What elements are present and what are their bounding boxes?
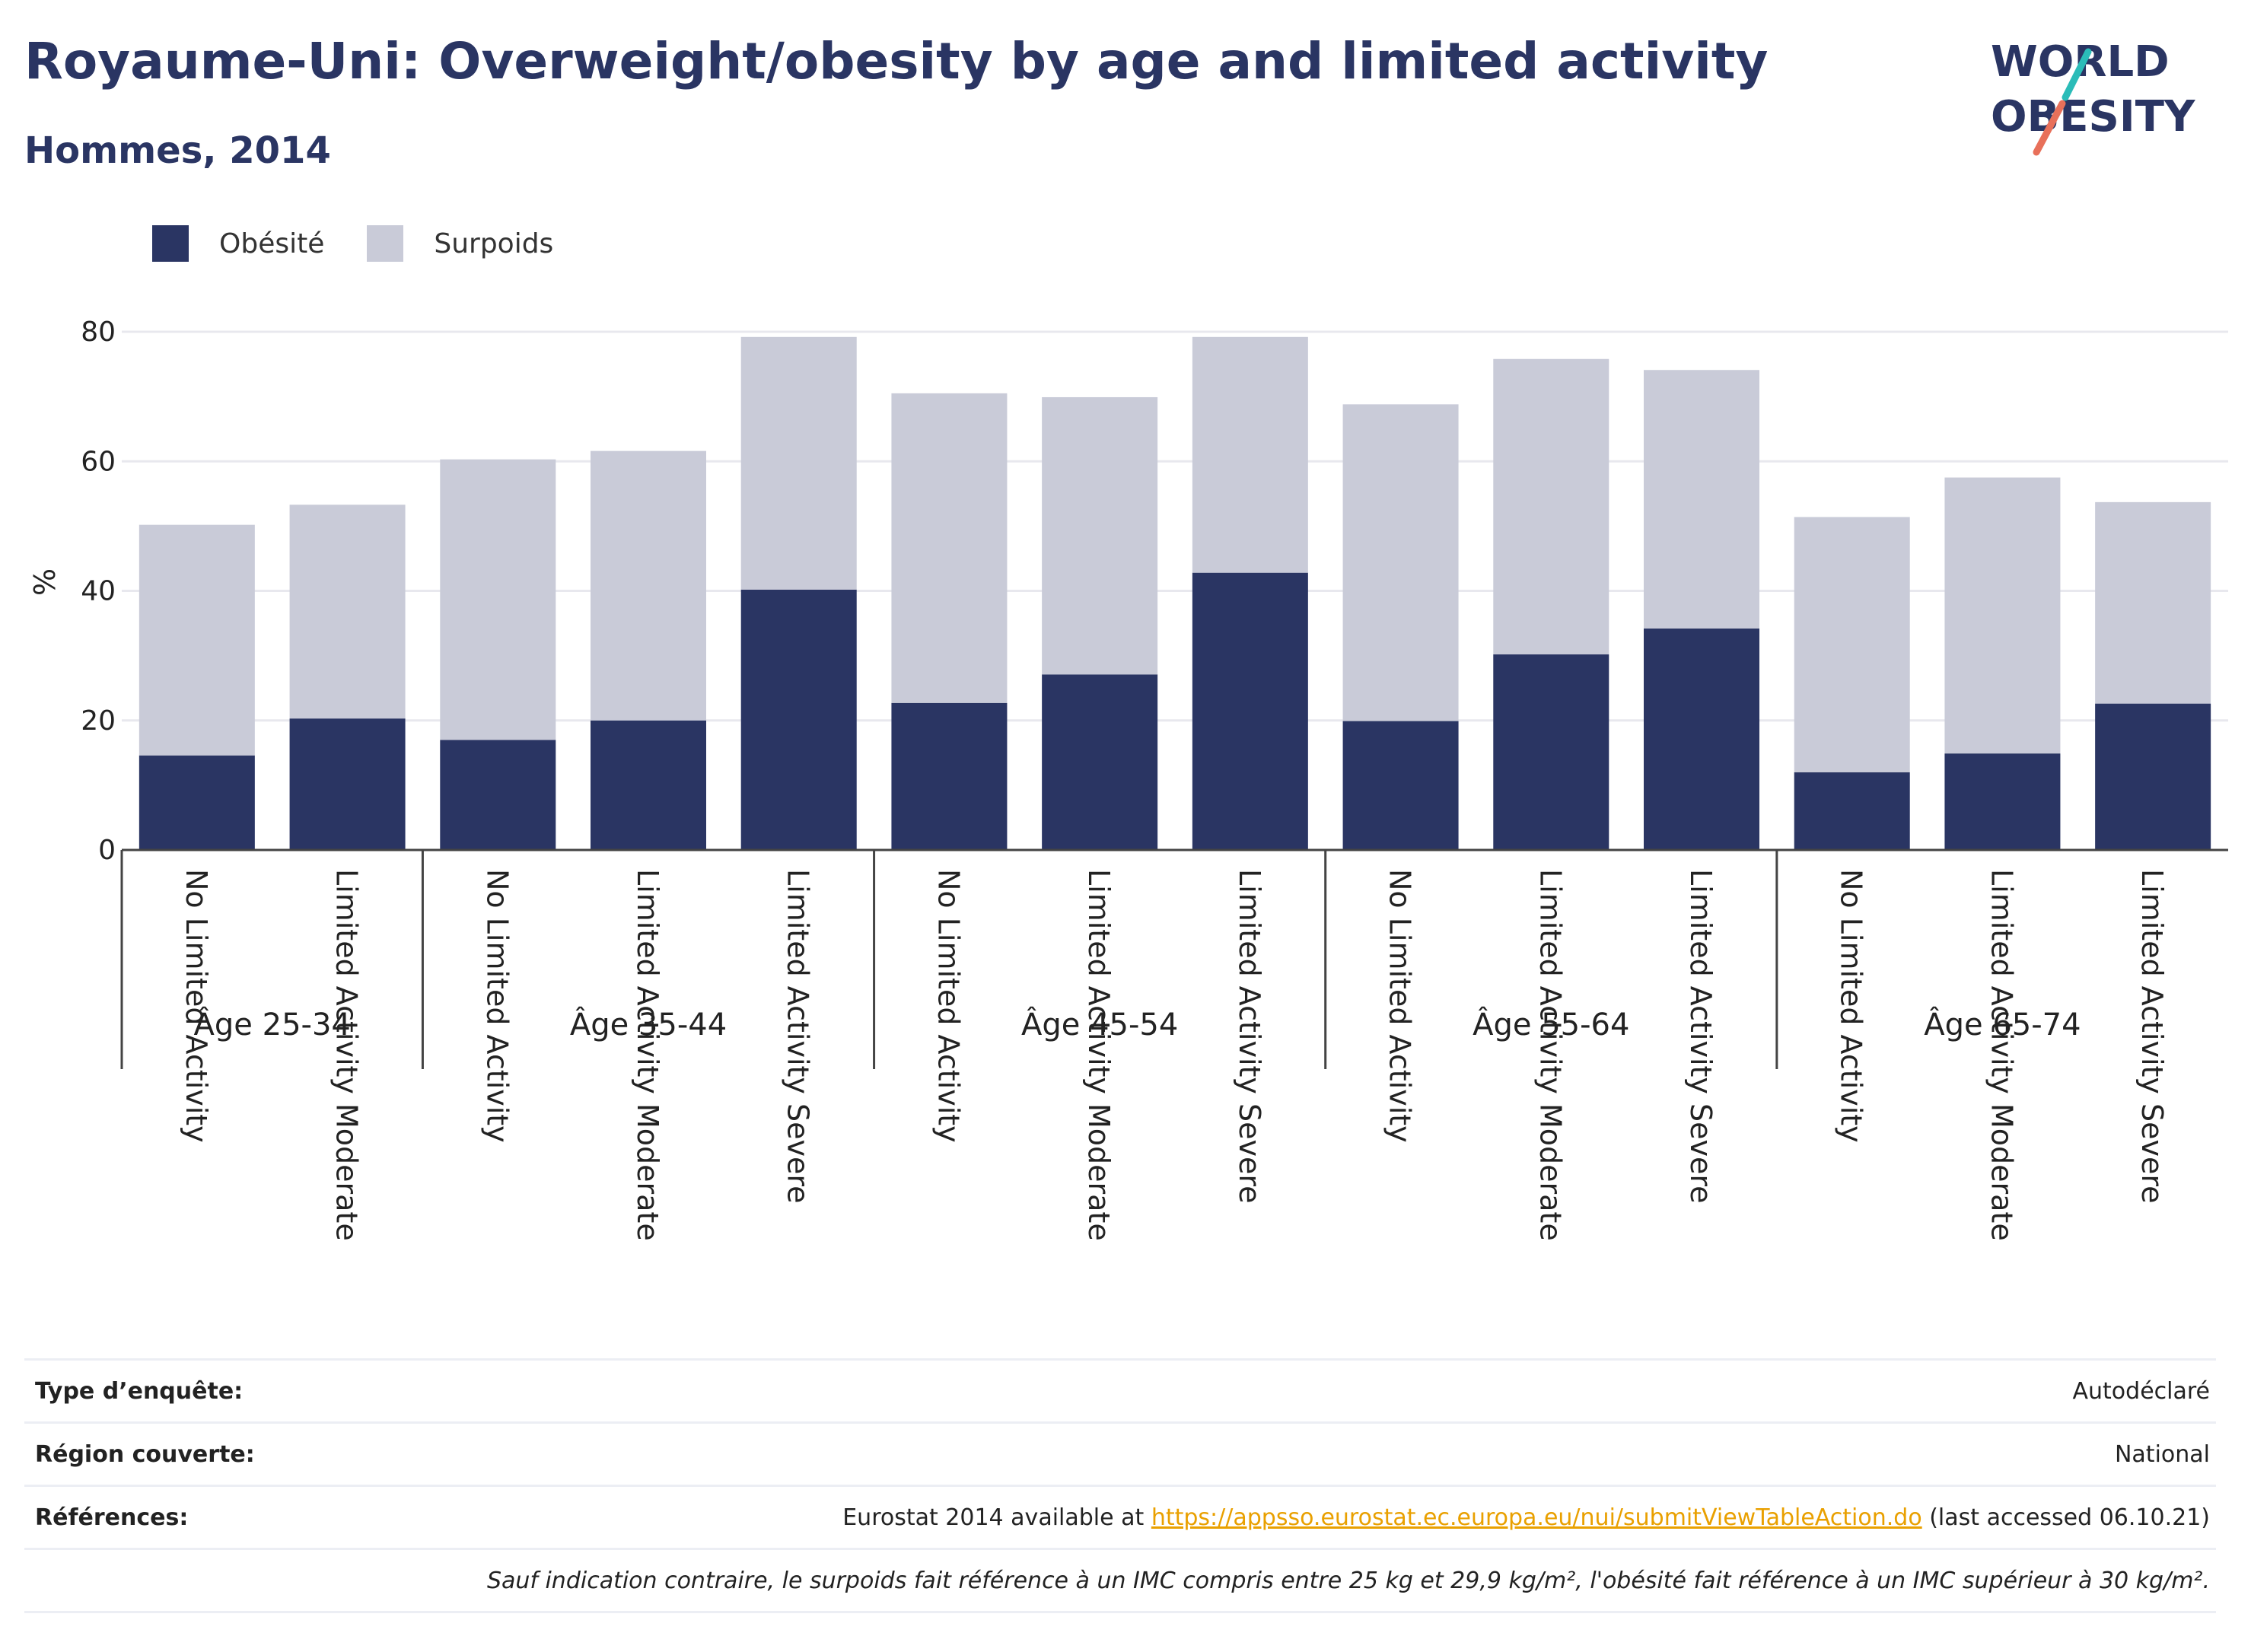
bar-surpoids xyxy=(289,505,406,719)
bar-obesite xyxy=(1042,674,1158,850)
y-tick-label: 40 xyxy=(81,576,116,607)
group-label: Âge 35-44 xyxy=(570,1006,727,1042)
bar-obesite xyxy=(1342,721,1459,850)
bar-obesite xyxy=(740,589,857,850)
info-row-region: Région couverte: National xyxy=(24,1421,2216,1485)
logo-line2: OBESITY xyxy=(1991,92,2196,142)
y-tick-label: 60 xyxy=(81,446,116,477)
category-label: Limited Activity Moderate xyxy=(330,869,364,1241)
category-label: Limited Activity Severe xyxy=(782,869,815,1204)
bar-surpoids xyxy=(1342,404,1459,721)
category-label: Limited Activity Moderate xyxy=(1082,869,1116,1241)
y-tick-label: 20 xyxy=(81,705,116,737)
bar-surpoids xyxy=(440,459,556,740)
legend-swatch-surpoids xyxy=(367,225,404,262)
info-row-note: Sauf indication contraire, le surpoids f… xyxy=(24,1548,2216,1613)
chart-subtitle: Hommes, 2014 xyxy=(24,129,331,172)
y-tick-label: 0 xyxy=(98,835,116,866)
stacked-bar-chart: 0 20 40 60 80% No Limited Activity Limited Act… xyxy=(28,317,2228,1241)
y-axis-label: % xyxy=(28,568,62,596)
chart-legend: Obésité Surpoids xyxy=(152,225,596,262)
bar-surpoids xyxy=(1944,477,2061,754)
category-label: Limited Activity Moderate xyxy=(1533,869,1567,1241)
bar-obesite xyxy=(138,755,255,850)
references-prefix: Eurostat 2014 available at xyxy=(842,1504,1151,1531)
survey-type-label: Type d’enquête: xyxy=(35,1377,244,1405)
category-label: Limited Activity Severe xyxy=(2135,869,2169,1204)
world-obesity-logo: WORLD OBESITY xyxy=(1991,38,2196,156)
info-row-references: Références: Eurostat 2014 available at h… xyxy=(24,1485,2216,1548)
legend-item-surpoids[interactable]: Surpoids xyxy=(367,225,553,262)
bar-surpoids xyxy=(2095,501,2211,704)
bar-surpoids xyxy=(891,393,1008,703)
references-link[interactable]: https://appsso.eurostat.ec.europa.eu/nui… xyxy=(1151,1504,1922,1531)
logo-slash-teal xyxy=(2062,48,2092,101)
chart-title: Royaume-Uni: Overweight/obesity by age a… xyxy=(24,32,1769,91)
bar-obesite xyxy=(1794,772,1910,850)
category-label: No Limited Activity xyxy=(180,869,213,1143)
bar-surpoids xyxy=(1493,358,1609,654)
category-label: No Limited Activity xyxy=(480,869,514,1143)
category-label: Limited Activity Severe xyxy=(1233,869,1266,1204)
bar-obesite xyxy=(440,740,556,850)
bar-obesite xyxy=(591,720,706,850)
bar-obesite xyxy=(1493,654,1609,850)
bar-surpoids xyxy=(591,450,706,721)
bar-obesite xyxy=(1644,628,1759,850)
group-label: Âge 55-64 xyxy=(1473,1006,1629,1042)
legend-label-obesite: Obésité xyxy=(219,228,325,259)
group-label: Âge 25-34 xyxy=(194,1006,351,1042)
category-label: No Limited Activity xyxy=(1383,869,1417,1143)
category-label: No Limited Activity xyxy=(1835,869,1868,1143)
bar-surpoids xyxy=(1644,370,1759,629)
info-row-survey-type: Type d’enquête: Autodéclaré xyxy=(24,1358,2216,1421)
info-table: Type d’enquête: Autodéclaré Région couve… xyxy=(24,1358,2216,1613)
bar-surpoids xyxy=(1794,517,1910,772)
references-suffix: (last accessed 06.10.21) xyxy=(1921,1504,2210,1531)
group-label: Âge 45-54 xyxy=(1021,1006,1178,1042)
bar-surpoids xyxy=(138,524,255,756)
y-tick-label: 80 xyxy=(81,317,116,348)
category-label: Limited Activity Severe xyxy=(1684,869,1718,1204)
references-value: Eurostat 2014 available at https://appss… xyxy=(842,1504,2216,1531)
region-value: National xyxy=(2114,1440,2210,1468)
bar-surpoids xyxy=(1042,396,1158,675)
bar-obesite xyxy=(289,718,406,850)
legend-swatch-obesite xyxy=(152,225,189,262)
bar-obesite xyxy=(1192,572,1308,850)
survey-type-value: Autodéclaré xyxy=(2072,1377,2211,1405)
category-label: Limited Activity Moderate xyxy=(1985,869,2018,1241)
legend-item-obesite[interactable]: Obésité xyxy=(152,225,324,262)
bar-obesite xyxy=(1944,753,2061,850)
references-label: Références: xyxy=(35,1504,189,1531)
category-label: No Limited Activity xyxy=(931,869,965,1143)
legend-label-surpoids: Surpoids xyxy=(434,228,554,259)
definition-note: Sauf indication contraire, le surpoids f… xyxy=(486,1567,2210,1594)
bar-obesite xyxy=(891,702,1008,850)
region-label: Région couverte: xyxy=(35,1440,255,1468)
category-label: Limited Activity Moderate xyxy=(631,869,664,1241)
bar-obesite xyxy=(2095,703,2211,850)
logo-slash-red xyxy=(2033,100,2066,156)
bar-surpoids xyxy=(740,336,857,590)
group-label: Âge 65-74 xyxy=(1924,1006,2081,1042)
bar-surpoids xyxy=(1192,336,1308,573)
